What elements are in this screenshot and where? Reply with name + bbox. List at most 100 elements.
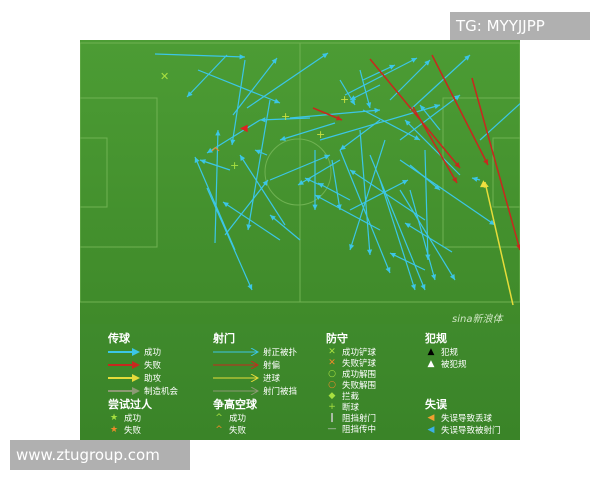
pass-arrow-success-head (255, 149, 261, 155)
pass-arrow-success-head (312, 204, 318, 210)
arrow-icon (213, 374, 259, 382)
legend-error-goal: ◀ 失误导致丢球 (425, 412, 492, 424)
star-icon: ★ (109, 413, 119, 423)
pass-arrow-success (239, 154, 286, 226)
pass-arrow-success (232, 57, 278, 116)
legend-aerial-success: ^ 成功 (213, 412, 246, 424)
legend-clearance-fail: ○ 失败解围 (326, 379, 376, 391)
pass-arrow-success-head (405, 120, 411, 126)
pass-arrow-success-head (350, 170, 356, 176)
pass-arrow-success-head (207, 147, 213, 153)
pass-arrow-fail-head (336, 115, 342, 121)
pass-arrow-success (246, 52, 329, 109)
pass-arrow-fail-head (454, 162, 460, 168)
legend-pass-success: 成功 (108, 346, 161, 358)
pass-arrow-success-head (271, 58, 277, 64)
pass-arrow-success (424, 149, 429, 261)
pass-arrow-success (344, 57, 418, 96)
pass-arrow-success-head (187, 91, 193, 97)
pass-arrow-success (269, 154, 331, 181)
pass-arrow-success (214, 129, 219, 244)
pass-arrow-success (389, 252, 426, 271)
pass-arrow-success-head (405, 223, 411, 229)
steal-marker: + (316, 128, 325, 141)
pass-arrow-success (379, 179, 416, 291)
pass-arrow-success-head (322, 53, 328, 59)
pass-arrow-success (247, 99, 271, 231)
pass-arrow-success (409, 54, 471, 111)
legend-title-errors: 失误 (425, 398, 447, 411)
pitch-map: ✕ ^ ◀ ▲ + + + + sina新浪体 (80, 40, 520, 324)
plus-icon: + (328, 402, 336, 412)
pass-arrow-success (194, 156, 236, 251)
pass-arrow-success-head (340, 144, 346, 150)
pass-arrow-success-head (374, 107, 380, 114)
legend-title-fouls: 犯规 (425, 332, 447, 345)
pass-arrow-success (186, 54, 228, 98)
legend-foul: ▲ 犯规 (425, 346, 458, 358)
pass-arrow-success (269, 214, 301, 241)
legend-error-shot: ◀ 失误导致被射门 (425, 424, 501, 436)
legend-title-aerial: 争高空球 (213, 398, 257, 411)
assist-arrow-head (483, 182, 489, 188)
pass-arrow-success (362, 109, 421, 141)
pass-arrow-success (349, 169, 426, 221)
legend-title-defense: 防守 (326, 332, 348, 345)
arrow-icon (213, 348, 259, 356)
pass-arrow-success-head (411, 58, 417, 63)
legend-tackle-success: ✕ 成功铲球 (326, 346, 376, 358)
pass-arrow-success-head (230, 139, 236, 145)
circle-icon: ○ (328, 369, 336, 379)
legend-shot-blocked: 射门被挡 (213, 385, 297, 397)
arrow-icon (108, 348, 140, 356)
pass-arrow-success (409, 189, 436, 281)
pass-arrow-success (362, 64, 396, 81)
pass-arrow-success (359, 69, 371, 109)
pass-arrow-success-head (247, 284, 253, 290)
pass-arrow-success (399, 159, 496, 226)
pass-arrow-success-head (270, 215, 276, 221)
pass-arrow-success-head (194, 157, 200, 163)
legend-fouled: ▲ 被犯规 (425, 358, 467, 370)
pass-arrow-success-head (454, 95, 460, 101)
pass-arrow-success (289, 109, 381, 119)
pass-arrow-success (206, 119, 261, 154)
pass-arrow-success-head (420, 284, 426, 290)
pass-arrow-success-head (315, 195, 321, 200)
cross-icon: ✕ (328, 347, 336, 357)
aerial-fail-marker: ^ (210, 146, 221, 161)
legend-chance: 制造机会 (108, 385, 178, 397)
pass-arrow-success-head (200, 159, 206, 165)
pass-arrow-success-head (240, 155, 246, 161)
legend-aerial-fail: ^ 失败 (213, 424, 246, 436)
pass-arrow-fail (412, 106, 458, 184)
pass-arrow-success (389, 59, 431, 101)
pass-arrow-success-head (431, 274, 437, 280)
legend-shot-off: 射偏 (213, 359, 280, 371)
pass-arrow-success-head (239, 54, 245, 60)
dash-icon: — (327, 424, 337, 434)
steal-marker: + (230, 159, 239, 172)
pass-arrow-success (224, 179, 269, 236)
pass-arrow-fail-head (483, 159, 488, 165)
pass-arrow-success-head (464, 55, 470, 61)
legend-block-cross: — 阻挡传中 (327, 424, 377, 435)
pitch-lines (80, 42, 520, 303)
star-icon: ★ (109, 425, 119, 435)
fouled-marker: ▲ (480, 179, 487, 189)
shield-icon: ◀ (427, 425, 435, 435)
legend-title-passing: 传球 (108, 332, 130, 345)
pass-arrow-success (349, 84, 381, 101)
pass-arrow-success (339, 149, 391, 274)
pass-arrow-success (404, 119, 461, 176)
assist-arrow (484, 181, 514, 306)
tackle-success-marker: ✕ (160, 70, 169, 83)
pass-arrow-success (399, 189, 456, 281)
legend-block-shot: ❙ 阻挡射门 (326, 412, 376, 424)
pass-arrow-success-head (305, 177, 311, 183)
pass-arrow-success-head (260, 117, 266, 123)
pass-arrow-success (197, 69, 281, 104)
pass-arrow-success (319, 104, 441, 141)
diamond-icon: ◆ (328, 391, 336, 401)
pass-arrow-success-head (366, 102, 372, 108)
